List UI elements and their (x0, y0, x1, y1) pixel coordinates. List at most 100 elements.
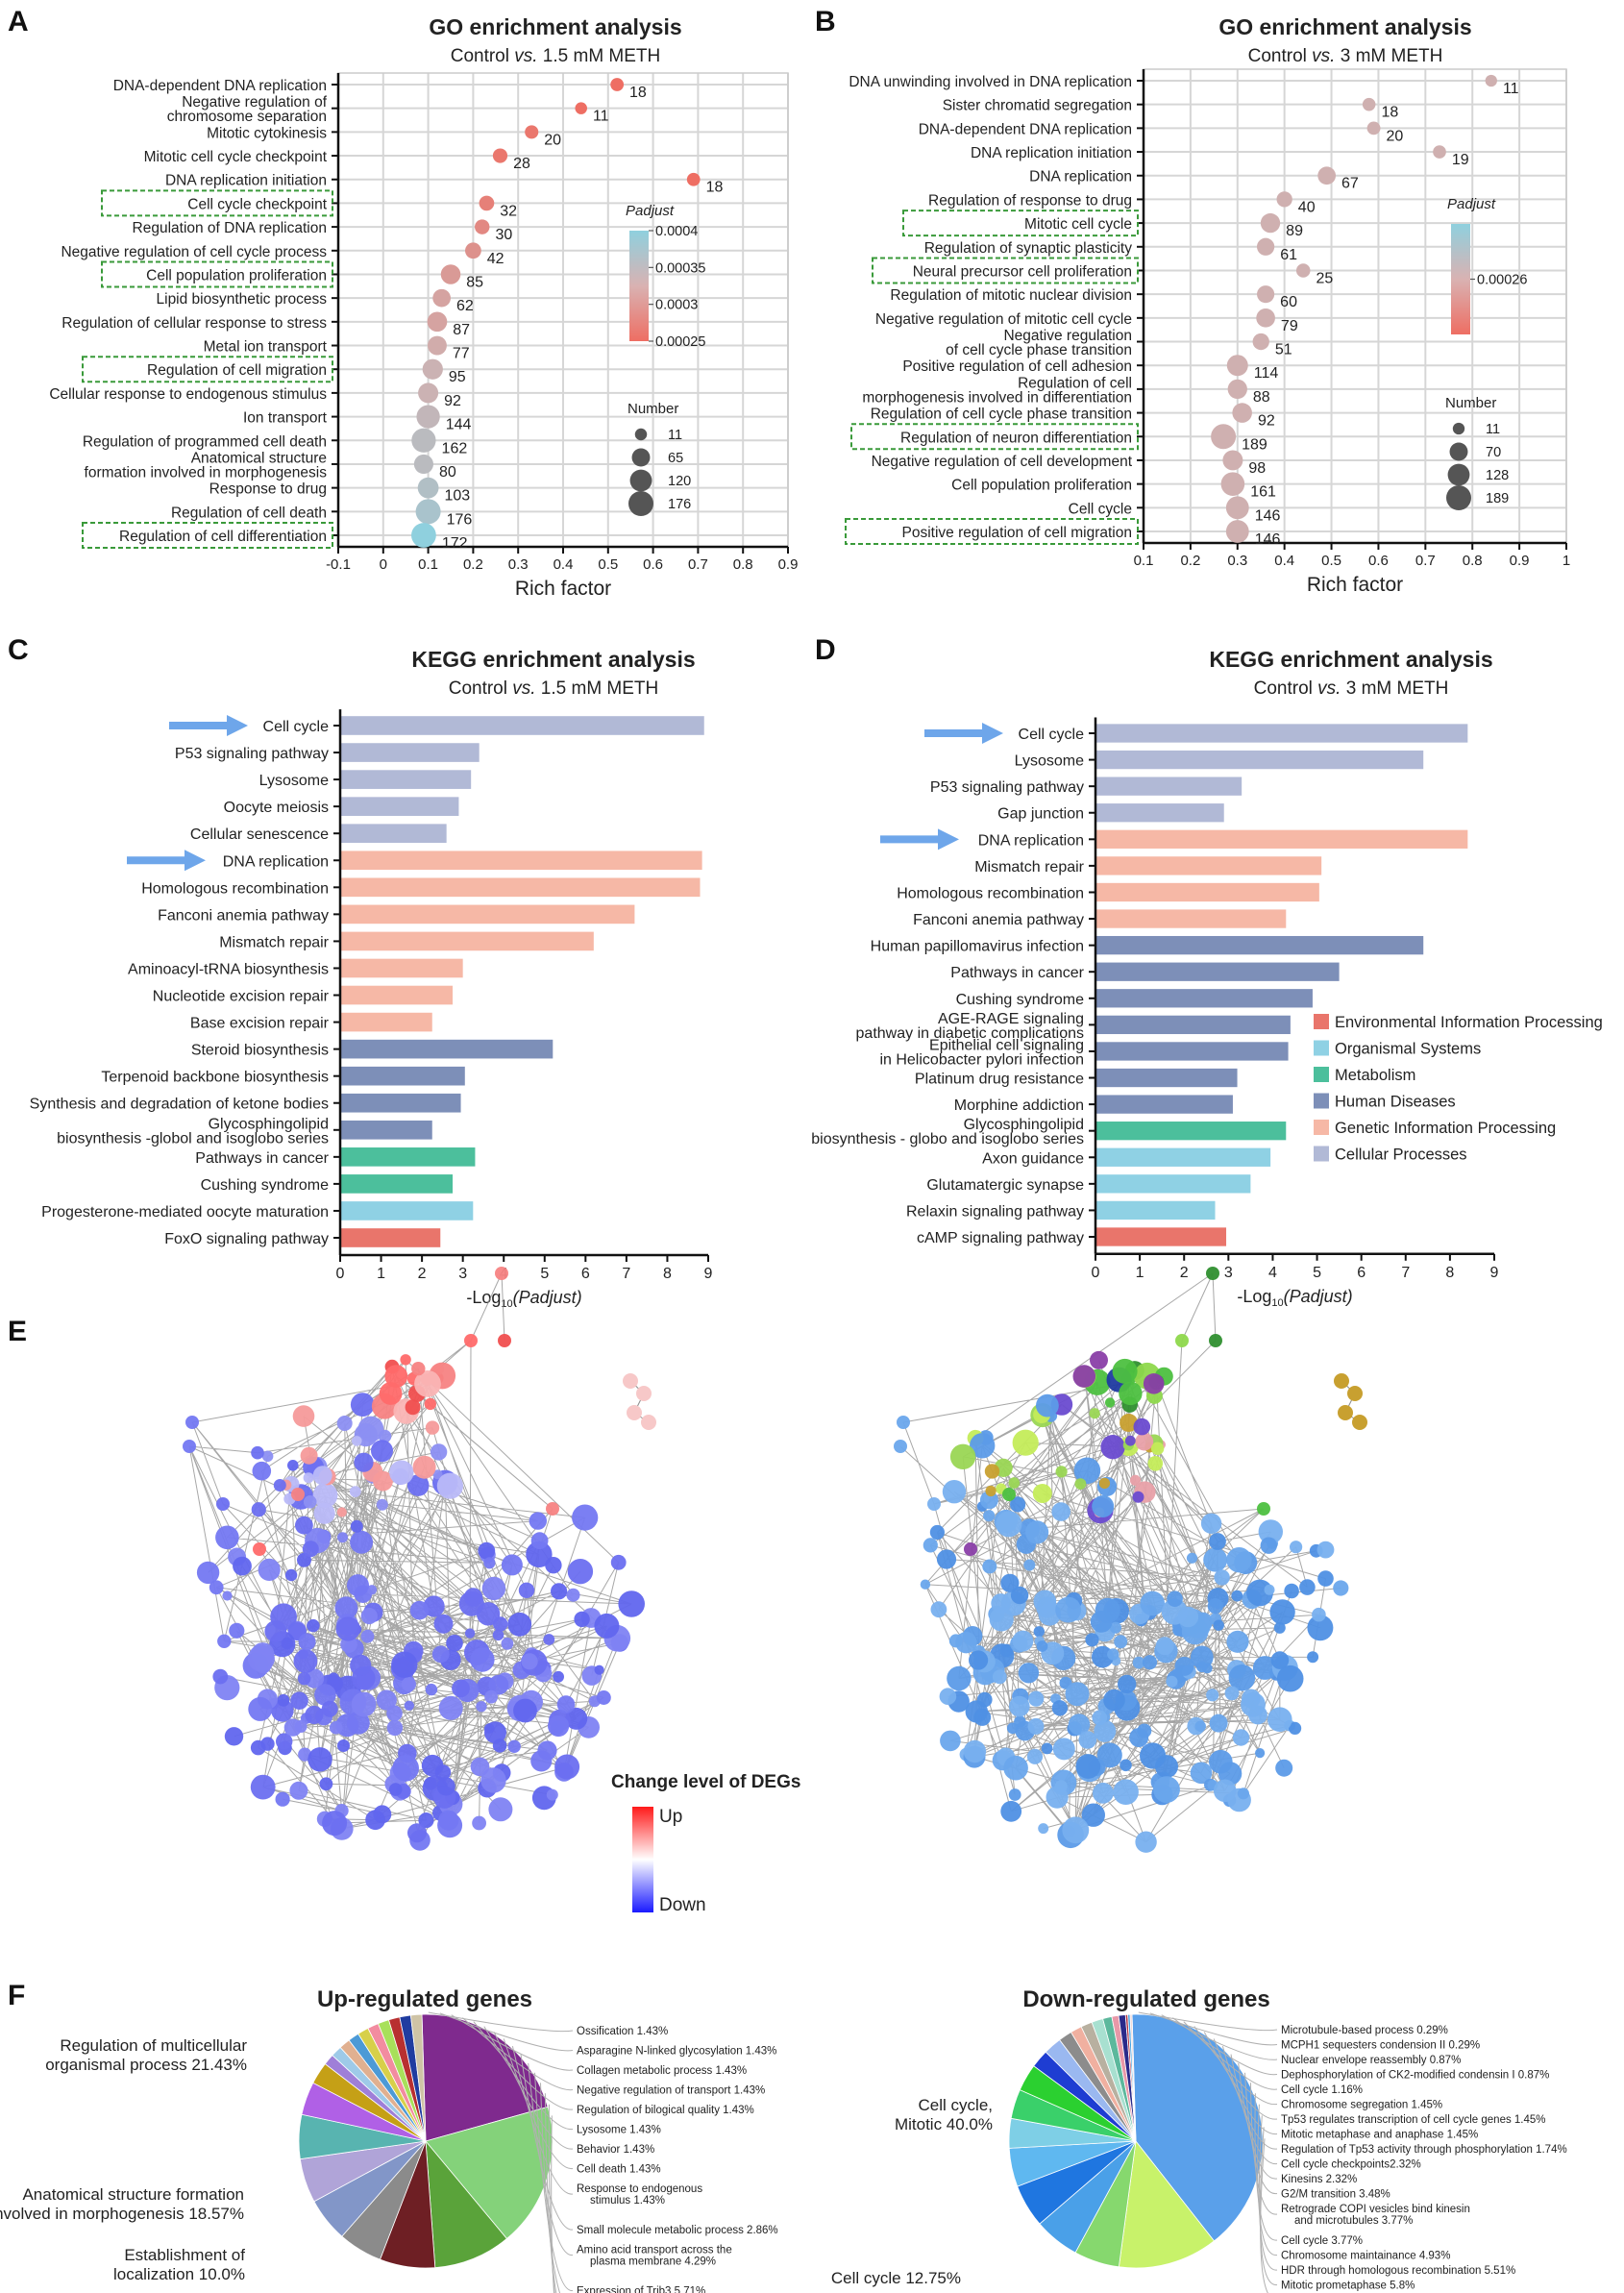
y-category-label: Nucleotide excision repair (153, 989, 330, 1005)
highlight-arrow-icon (880, 828, 959, 851)
pie-major-label-line: localization 10.0% (113, 2265, 245, 2283)
network-node (1213, 1619, 1224, 1631)
network-node (292, 1405, 315, 1427)
network-node (215, 1525, 239, 1550)
y-category-label: Regulation of neuron differentiation (900, 430, 1132, 446)
subtitle-vs: vs. (1317, 678, 1341, 699)
bubble-count-label: 80 (439, 464, 456, 481)
y-category-label: Relaxin signaling pathway (906, 1203, 1084, 1220)
panel-d-kegg-bar-chart: KEGG enrichment analysis Control vs. 3 mM… (811, 647, 1603, 1309)
network-node (212, 1668, 229, 1685)
y-category-label: Negative regulation of cell development (872, 454, 1133, 470)
bubble-point (1222, 450, 1243, 471)
y-category-label: Cell population proliferation (951, 478, 1132, 494)
bubble-count-label: 67 (1341, 176, 1359, 192)
pie-major-label-line: Mitotic 40.0% (895, 2115, 993, 2133)
x-axis-label: Rich factor (515, 578, 611, 600)
bar (1095, 1122, 1287, 1141)
network-node (1209, 1334, 1222, 1347)
chart-title: KEGG enrichment analysis (1209, 647, 1492, 672)
network-node (1100, 1435, 1125, 1460)
x-tick-label: 9 (1490, 1265, 1499, 1281)
network-node (543, 1634, 555, 1645)
network-node (1209, 1749, 1233, 1774)
bubble-count-label: 61 (1280, 247, 1297, 263)
network-node (1175, 1334, 1189, 1347)
bar (1095, 1095, 1233, 1114)
x-tick-label: 0.4 (554, 556, 574, 573)
chart-title: GO enrichment analysis (429, 14, 681, 39)
pie-minor-label: Retrograde COPI vesicles bind kinesinand… (1281, 2204, 1470, 2227)
network-node (894, 1440, 907, 1453)
size-legend-title: Number (1445, 395, 1496, 411)
network-node (1085, 1633, 1099, 1647)
bubble-count-label: 79 (1281, 318, 1298, 334)
xlabel-prefix: -Log (466, 1288, 501, 1307)
bubble-point (1225, 496, 1249, 520)
network-node (300, 1446, 318, 1465)
bubble-point (475, 219, 490, 234)
pie-minor-label: Mitotic metaphase and anaphase 1.45% (1281, 2130, 1478, 2141)
network-node (927, 1497, 941, 1511)
network-node (251, 1445, 264, 1460)
y-category-label: Lipid biosynthetic process (157, 291, 328, 308)
bubble-point (413, 454, 433, 475)
bar (1095, 989, 1313, 1008)
network-node (984, 1464, 1000, 1479)
network-node (1010, 1496, 1026, 1513)
network-node (483, 1723, 495, 1734)
y-category-label: DNA replication (223, 853, 329, 870)
pie-major-label-line: Cell cycle 12.75% (831, 2269, 961, 2287)
network-node (1098, 1477, 1111, 1490)
x-axis-label: Rich factor (1307, 574, 1403, 596)
y-category-label: Regulation of cell differentiation (119, 529, 327, 545)
subtitle-suffix: 3 mM METH (1335, 46, 1442, 66)
network-node (1317, 1570, 1334, 1587)
y-category-label: Negative regulation of cell cycle proces… (61, 244, 327, 260)
bar (340, 904, 635, 925)
network-node (1051, 1502, 1070, 1521)
bubble-point (1366, 121, 1381, 136)
pie-leader-line (1183, 2021, 1278, 2090)
network-node (432, 1469, 443, 1480)
network-node (594, 1664, 604, 1675)
pie-leader-line (1244, 2072, 1278, 2195)
bar (340, 770, 472, 789)
bar (1095, 1042, 1289, 1061)
network-node (920, 1579, 931, 1590)
network-node (1041, 1742, 1053, 1755)
pie-minor-label: Collagen metabolic process 1.43% (577, 2065, 747, 2077)
bubble-count-label: 146 (1255, 507, 1281, 524)
chart-subtitle: Control vs. 3 mM METH (1248, 46, 1443, 66)
network-node (336, 1416, 353, 1431)
y-category-label-line-2: biosynthesis - globo and isoglobo series (811, 1131, 1084, 1147)
network-node (1338, 1405, 1353, 1420)
network-node (1027, 1717, 1045, 1735)
network-node (1153, 1776, 1180, 1803)
network-node (1081, 1803, 1106, 1827)
pie-major-label-line: organismal process 21.43% (45, 2056, 247, 2074)
x-tick-label: 1 (377, 1266, 385, 1282)
bubble-point (411, 523, 436, 548)
bubble-point (1211, 424, 1237, 450)
bar (340, 1039, 554, 1059)
y-category-label-line-1: Negative regulation of (182, 94, 327, 111)
deg-legend-title: Change level of DEGs (611, 1772, 800, 1792)
pie-leader-line (1259, 2127, 1278, 2286)
network-node (270, 1603, 297, 1631)
network-node (229, 1622, 245, 1639)
legend-swatch (1314, 1014, 1329, 1029)
network-node (335, 1616, 360, 1641)
bar (1095, 1147, 1271, 1167)
network-node (352, 1436, 362, 1446)
x-tick-label: 0.4 (1274, 553, 1294, 569)
network-node (360, 1608, 378, 1625)
pie-leader-line (462, 2017, 574, 2091)
network-node (303, 1472, 314, 1484)
network-node (991, 1593, 1011, 1614)
colorbar-tick-label: 0.00026 (1477, 273, 1527, 288)
network-node (404, 1700, 414, 1712)
bubble-point (1433, 145, 1446, 159)
network-node (1054, 1780, 1068, 1793)
